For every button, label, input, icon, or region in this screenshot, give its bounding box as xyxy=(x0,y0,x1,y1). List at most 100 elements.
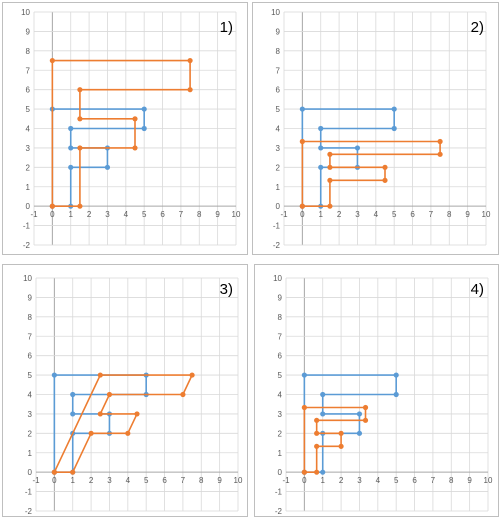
transformed-point-marker xyxy=(382,164,388,170)
x-tick-label: 3 xyxy=(357,476,362,485)
transformed-point-marker xyxy=(97,372,103,378)
x-tick-label: 8 xyxy=(449,476,454,485)
x-tick-label: 2 xyxy=(339,476,344,485)
y-tick-label: 3 xyxy=(278,410,283,419)
transformed-point-marker xyxy=(437,138,443,145)
y-tick-label: 5 xyxy=(278,371,283,380)
original-point-marker xyxy=(104,164,111,170)
x-tick-label: 1 xyxy=(71,476,76,485)
y-tick-label: 0 xyxy=(278,468,283,477)
y-tick-label: 8 xyxy=(276,47,281,56)
y-tick-label: 10 xyxy=(271,8,280,17)
y-tick-label: 1 xyxy=(26,183,31,192)
transformed-point-marker xyxy=(70,469,76,475)
transformed-point-marker xyxy=(97,411,103,417)
panel-frame xyxy=(254,264,499,517)
y-tick-label: 6 xyxy=(276,86,281,95)
transformed-point-marker xyxy=(180,391,186,398)
y-tick-label: -2 xyxy=(25,507,33,516)
y-tick-label: 2 xyxy=(26,163,31,172)
original-point-marker xyxy=(318,164,324,170)
y-tick-label: 8 xyxy=(26,47,31,56)
x-tick-label: 6 xyxy=(410,210,415,219)
y-tick-label: 0 xyxy=(28,468,33,477)
transformed-point-marker xyxy=(77,87,83,93)
y-tick-label: 6 xyxy=(26,86,31,95)
y-tick-label: 4 xyxy=(26,125,31,134)
original-point-marker xyxy=(141,106,147,112)
transformed-point-marker xyxy=(314,430,320,436)
x-tick-label: 10 xyxy=(484,476,493,485)
x-tick-label: -1 xyxy=(280,210,288,219)
y-tick-label: 7 xyxy=(28,332,33,341)
panel-number-label: 1) xyxy=(220,19,233,36)
y-tick-label: 6 xyxy=(278,352,283,361)
x-tick-label: 10 xyxy=(232,210,241,219)
y-tick-label: 9 xyxy=(28,293,33,302)
transformed-point-marker xyxy=(77,145,83,151)
original-point-marker xyxy=(354,145,361,151)
original-point-marker xyxy=(68,164,74,170)
x-tick-label: 4 xyxy=(374,210,379,219)
original-point-marker xyxy=(141,125,147,132)
x-tick-label: 1 xyxy=(69,210,74,219)
transformed-point-marker xyxy=(77,203,83,209)
transformed-point-marker xyxy=(187,57,193,64)
original-point-marker xyxy=(318,145,324,151)
y-tick-label: 2 xyxy=(276,163,281,172)
x-tick-label: 2 xyxy=(87,210,92,219)
transformed-point-marker xyxy=(88,430,94,436)
y-tick-label: 5 xyxy=(28,371,33,380)
panel-number-label: 3) xyxy=(220,281,233,298)
y-tick-label: 1 xyxy=(276,183,281,192)
y-tick-label: 1 xyxy=(278,449,283,458)
x-tick-label: 8 xyxy=(447,210,452,219)
original-point-marker xyxy=(320,391,326,398)
x-tick-label: 6 xyxy=(160,210,165,219)
y-tick-label: 7 xyxy=(26,66,31,75)
x-tick-label: 1 xyxy=(319,210,324,219)
y-tick-label: 8 xyxy=(278,313,283,322)
x-tick-label: -1 xyxy=(32,476,40,485)
x-tick-label: -1 xyxy=(30,210,38,219)
x-tick-label: 5 xyxy=(392,210,397,219)
transformed-point-marker xyxy=(314,469,320,475)
x-tick-label: 9 xyxy=(465,210,470,219)
panel-frame xyxy=(2,264,248,517)
panel-number-label: 4) xyxy=(471,281,484,298)
transformed-point-marker xyxy=(437,151,443,157)
transformed-point-marker xyxy=(106,391,113,398)
transformed-point-marker xyxy=(338,430,344,436)
x-tick-label: 8 xyxy=(197,210,202,219)
original-point-marker xyxy=(393,391,399,398)
y-tick-label: 0 xyxy=(276,202,281,211)
x-tick-label: 7 xyxy=(429,210,434,219)
y-tick-label: -2 xyxy=(275,507,283,516)
x-tick-label: 4 xyxy=(376,476,381,485)
x-tick-label: 7 xyxy=(431,476,436,485)
y-tick-label: -2 xyxy=(273,241,281,250)
original-point-marker xyxy=(70,411,76,417)
original-point-marker xyxy=(68,125,74,132)
x-tick-label: 3 xyxy=(105,210,110,219)
transformed-point-marker xyxy=(77,116,83,122)
x-tick-label: 2 xyxy=(337,210,342,219)
y-tick-label: 3 xyxy=(26,144,31,153)
transformed-point-marker xyxy=(327,151,333,157)
transformed-point-marker xyxy=(49,203,55,209)
y-tick-label: -1 xyxy=(273,222,281,231)
original-point-marker xyxy=(393,372,399,378)
x-tick-label: 7 xyxy=(181,476,186,485)
original-point-marker xyxy=(391,106,397,112)
y-tick-label: 6 xyxy=(28,352,33,361)
x-tick-label: 0 xyxy=(52,476,57,485)
y-tick-label: 7 xyxy=(276,66,281,75)
y-tick-label: 10 xyxy=(273,274,282,283)
y-tick-label: 3 xyxy=(28,410,33,419)
y-tick-label: 10 xyxy=(23,274,32,283)
y-tick-label: 9 xyxy=(278,293,283,302)
y-tick-label: 5 xyxy=(276,105,281,114)
original-point-marker xyxy=(356,411,363,417)
